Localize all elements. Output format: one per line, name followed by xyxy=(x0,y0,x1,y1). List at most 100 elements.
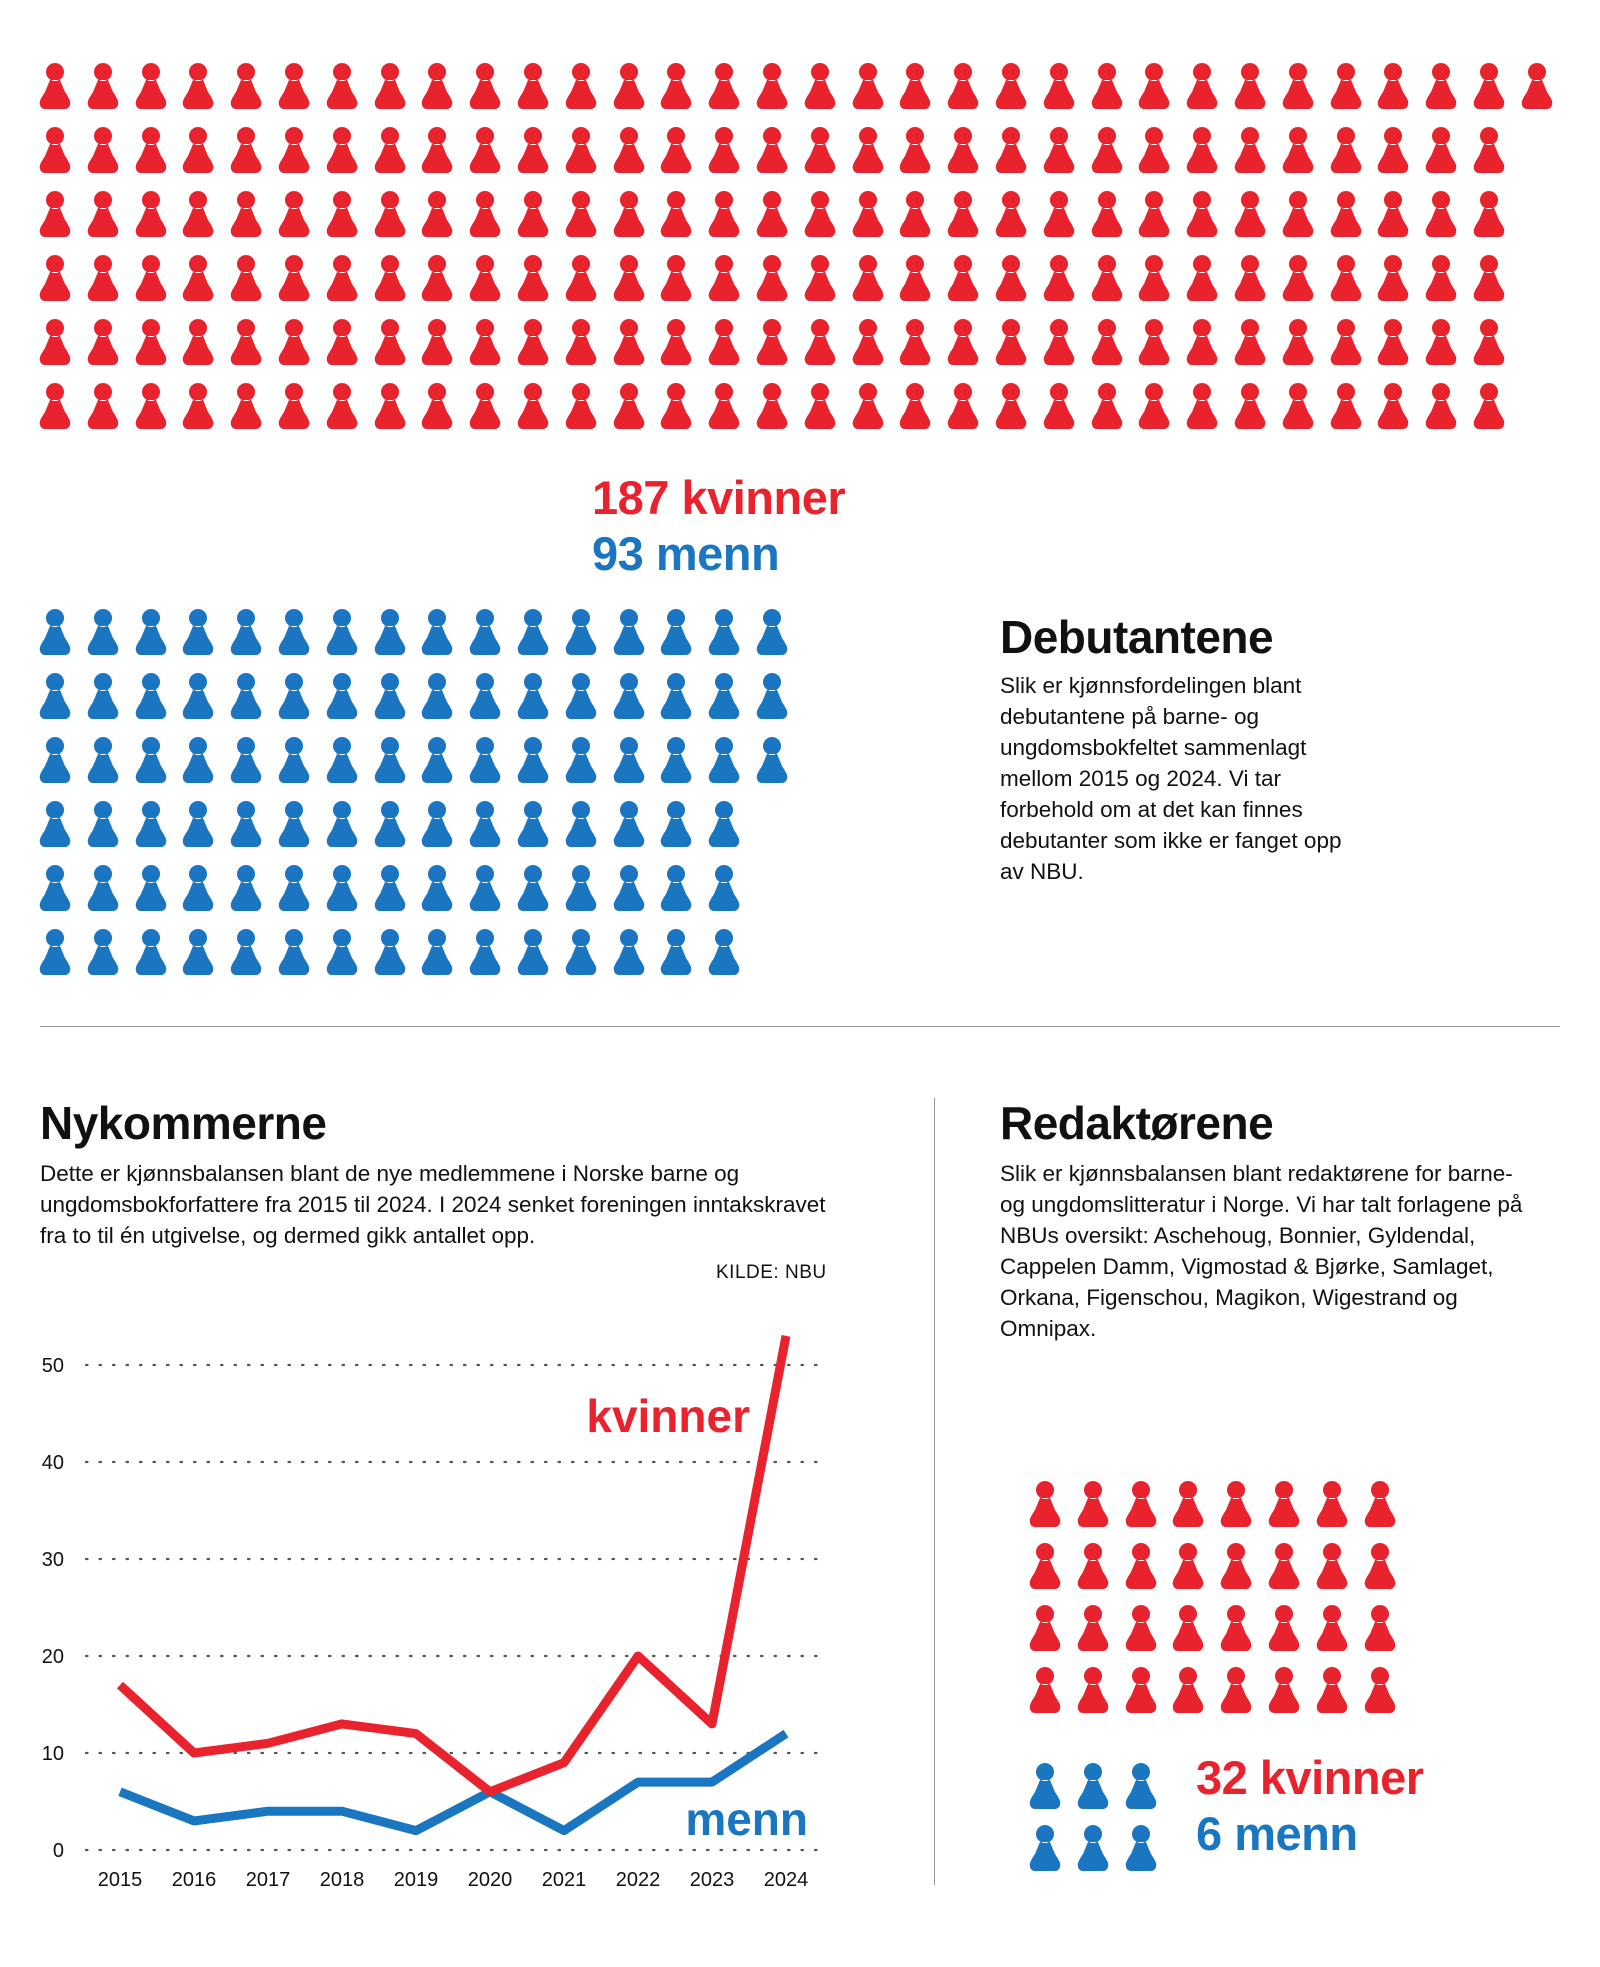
woman-pawn-icon xyxy=(229,254,263,304)
man-pawn-icon xyxy=(277,800,311,850)
woman-pawn-icon xyxy=(564,126,598,176)
man-pawn-icon xyxy=(181,608,215,658)
woman-pawn-icon xyxy=(994,62,1028,112)
woman-pawn-icon xyxy=(1137,62,1171,112)
woman-pawn-icon xyxy=(612,382,646,432)
woman-pawn-icon xyxy=(1472,190,1506,240)
woman-pawn-icon xyxy=(851,190,885,240)
woman-pawn-icon xyxy=(1090,382,1124,432)
man-pawn-icon xyxy=(134,800,168,850)
man-pawn-icon xyxy=(612,672,646,722)
chart-source: KILDE: NBU xyxy=(716,1262,827,1283)
man-pawn-icon xyxy=(181,928,215,978)
man-pawn-icon xyxy=(659,608,693,658)
woman-pawn-icon xyxy=(1233,62,1267,112)
woman-pawn-icon xyxy=(468,382,502,432)
y-tick-label: 0 xyxy=(53,1840,64,1862)
woman-pawn-icon xyxy=(564,190,598,240)
woman-pawn-icon xyxy=(516,254,550,304)
man-pawn-icon xyxy=(277,672,311,722)
woman-pawn-icon xyxy=(1376,62,1410,112)
woman-pawn-icon xyxy=(1137,382,1171,432)
man-pawn-icon xyxy=(468,672,502,722)
man-pawn-icon xyxy=(134,608,168,658)
man-pawn-icon xyxy=(1124,1762,1158,1812)
woman-pawn-icon xyxy=(1233,254,1267,304)
man-pawn-icon xyxy=(373,672,407,722)
woman-pawn-icon xyxy=(38,126,72,176)
x-tick-label: 2018 xyxy=(320,1869,365,1891)
woman-pawn-icon xyxy=(1329,318,1363,368)
x-tick-label: 2022 xyxy=(616,1869,661,1891)
man-pawn-icon xyxy=(612,800,646,850)
woman-pawn-icon xyxy=(803,382,837,432)
man-pawn-icon xyxy=(707,608,741,658)
man-pawn-icon xyxy=(1028,1762,1062,1812)
woman-pawn-icon xyxy=(803,62,837,112)
woman-pawn-icon xyxy=(1315,1666,1349,1716)
man-pawn-icon xyxy=(564,864,598,914)
woman-pawn-icon xyxy=(1028,1542,1062,1592)
man-pawn-icon xyxy=(420,736,454,786)
man-pawn-icon xyxy=(325,928,359,978)
man-pawn-icon xyxy=(325,672,359,722)
woman-pawn-icon xyxy=(612,126,646,176)
man-pawn-icon xyxy=(38,800,72,850)
man-pawn-icon xyxy=(707,736,741,786)
woman-pawn-icon xyxy=(803,190,837,240)
woman-pawn-icon xyxy=(420,318,454,368)
man-pawn-icon xyxy=(707,672,741,722)
woman-pawn-icon xyxy=(1042,254,1076,304)
woman-pawn-icon xyxy=(755,62,789,112)
woman-pawn-icon xyxy=(1424,62,1458,112)
man-pawn-icon xyxy=(1028,1824,1062,1874)
man-pawn-icon xyxy=(277,928,311,978)
woman-pawn-icon xyxy=(1376,318,1410,368)
x-tick-label: 2023 xyxy=(690,1869,735,1891)
woman-pawn-icon xyxy=(803,254,837,304)
woman-pawn-icon xyxy=(1267,1542,1301,1592)
woman-pawn-icon xyxy=(659,254,693,304)
woman-pawn-icon xyxy=(1076,1604,1110,1654)
y-tick-label: 30 xyxy=(42,1549,64,1571)
woman-pawn-icon xyxy=(898,318,932,368)
woman-pawn-icon xyxy=(1363,1604,1397,1654)
x-tick-label: 2017 xyxy=(246,1869,291,1891)
woman-pawn-icon xyxy=(1424,126,1458,176)
man-pawn-icon xyxy=(38,672,72,722)
woman-pawn-icon xyxy=(325,62,359,112)
man-pawn-icon xyxy=(38,864,72,914)
man-pawn-icon xyxy=(420,672,454,722)
man-pawn-icon xyxy=(659,736,693,786)
woman-pawn-icon xyxy=(373,190,407,240)
woman-pawn-icon xyxy=(38,62,72,112)
woman-pawn-icon xyxy=(1171,1666,1205,1716)
woman-pawn-icon xyxy=(181,318,215,368)
man-pawn-icon xyxy=(325,800,359,850)
woman-pawn-icon xyxy=(1076,1480,1110,1530)
woman-pawn-icon xyxy=(803,318,837,368)
woman-pawn-icon xyxy=(1376,126,1410,176)
woman-pawn-icon xyxy=(1363,1666,1397,1716)
woman-pawn-icon xyxy=(1076,1542,1110,1592)
x-tick-label: 2016 xyxy=(172,1869,217,1891)
series-label-kvinner: kvinner xyxy=(586,1390,750,1442)
man-pawn-icon xyxy=(564,672,598,722)
man-pawn-icon xyxy=(229,864,263,914)
woman-pawn-icon xyxy=(1042,190,1076,240)
woman-pawn-icon xyxy=(516,318,550,368)
woman-pawn-icon xyxy=(1042,318,1076,368)
woman-pawn-icon xyxy=(325,318,359,368)
woman-pawn-icon xyxy=(1090,318,1124,368)
woman-pawn-icon xyxy=(1171,1542,1205,1592)
woman-pawn-icon xyxy=(1028,1480,1062,1530)
woman-pawn-icon xyxy=(1219,1542,1253,1592)
debutantene-text: Slik er kjønnsfordelingen blant debutant… xyxy=(1000,673,1342,884)
man-pawn-icon xyxy=(86,864,120,914)
man-pawn-icon xyxy=(420,800,454,850)
man-pawn-icon xyxy=(612,736,646,786)
woman-pawn-icon xyxy=(1329,190,1363,240)
x-tick-label: 2024 xyxy=(764,1869,809,1891)
nykommerne-title: Nykommerne xyxy=(40,1097,327,1149)
